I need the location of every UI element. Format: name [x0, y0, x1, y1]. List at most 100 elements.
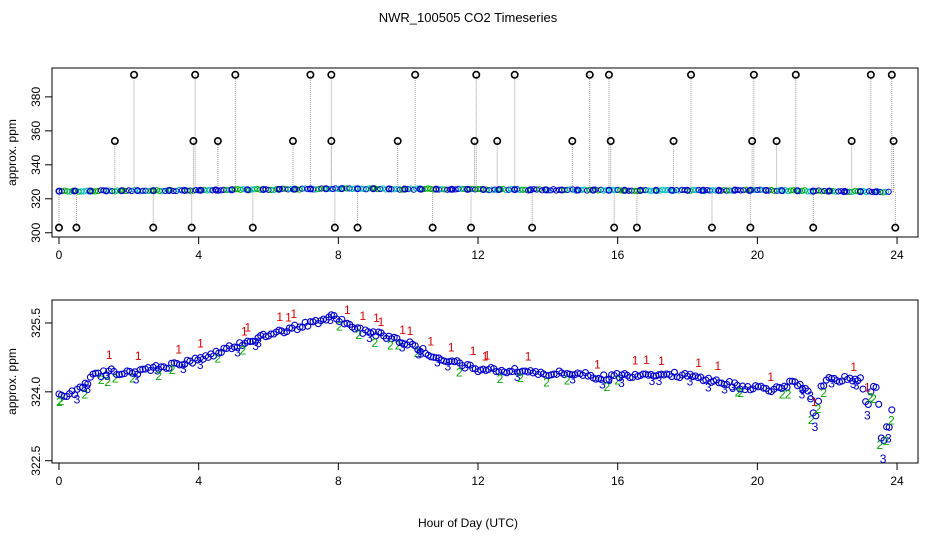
series-label: 3	[327, 313, 334, 327]
series-label: 1	[135, 349, 142, 363]
baseline-point	[131, 186, 138, 194]
y-tick-label: 380	[29, 87, 43, 107]
series-label: 2	[81, 388, 88, 402]
series-label: 3	[569, 373, 576, 387]
data-point	[542, 371, 550, 379]
data-point	[814, 397, 823, 405]
x-tick-label: 24	[890, 474, 904, 488]
baseline-point	[731, 186, 739, 194]
baseline-point	[621, 186, 629, 194]
data-point	[783, 383, 791, 391]
series-label: 1	[715, 359, 722, 373]
baseline-point	[86, 187, 94, 195]
series-label: 2	[543, 375, 550, 389]
series-label: 1	[245, 321, 252, 335]
series-label: 1	[285, 311, 292, 325]
series-label: 1	[344, 303, 351, 317]
x-axis-label: Hour of Day (UTC)	[418, 516, 518, 530]
spike-point	[748, 137, 757, 146]
baseline-point	[240, 186, 247, 193]
data-point	[168, 359, 176, 367]
series-label: 2	[876, 438, 883, 452]
baseline-point	[134, 187, 142, 195]
series-label: 2	[737, 386, 744, 400]
baseline-point	[699, 186, 707, 194]
plot-frame	[51, 67, 919, 238]
y-tick-label: 325.5	[29, 308, 43, 338]
y-tick-label: 300	[29, 222, 43, 242]
y-tick-label: 340	[29, 154, 43, 174]
series-label: 3	[84, 382, 91, 396]
series-label: 3	[705, 380, 712, 394]
series-label: 2	[870, 392, 877, 406]
series-label: 3	[133, 372, 140, 386]
baseline-point	[605, 186, 613, 194]
series-label: 1	[276, 310, 283, 324]
series-label: 2	[604, 380, 611, 394]
series-label: 1	[484, 349, 491, 363]
baseline-point	[715, 186, 723, 194]
data-point	[306, 318, 314, 326]
y-axis-label: approx. ppm	[5, 348, 19, 415]
series-label: 1	[632, 353, 639, 367]
series-label: 1	[482, 349, 489, 363]
series-label: 3	[399, 340, 406, 354]
baseline-point	[102, 187, 110, 195]
data-point	[550, 370, 558, 378]
data-point	[804, 387, 812, 395]
baseline-point	[778, 187, 786, 195]
series-label: 2	[564, 373, 571, 387]
data-point	[859, 385, 867, 393]
spike-point	[411, 70, 420, 79]
series-label: 1	[864, 381, 871, 395]
data-point	[113, 370, 121, 379]
x-tick-label: 0	[56, 474, 63, 488]
baseline-point	[71, 187, 79, 195]
series-label: 3	[366, 331, 373, 345]
series-label: 3	[154, 364, 161, 378]
series-label: 1	[241, 324, 248, 338]
series-label: 1	[525, 350, 532, 364]
series-label: 1	[658, 354, 665, 368]
data-point	[513, 368, 521, 376]
series-label: 3	[104, 369, 111, 383]
baseline-point	[354, 185, 362, 193]
data-point	[880, 436, 888, 445]
baseline-point	[363, 186, 370, 193]
series-label: 1	[850, 360, 857, 374]
baseline-point	[841, 187, 849, 195]
spike-point	[231, 70, 240, 79]
data-point	[443, 358, 451, 366]
baseline-point	[322, 185, 330, 193]
spike-point	[510, 70, 519, 79]
series-label: 2	[155, 369, 162, 383]
series-label: 2	[169, 363, 176, 377]
data-point	[856, 374, 864, 382]
series-label: 2	[883, 434, 890, 448]
data-point	[812, 412, 820, 420]
plot-frame	[51, 299, 919, 464]
data-point	[175, 361, 184, 369]
spike-point	[130, 70, 139, 79]
series-label: 2	[355, 328, 362, 342]
series-label: 3	[81, 381, 88, 395]
series-label: 3	[649, 374, 656, 388]
series-label: 2	[387, 339, 394, 353]
spike-point	[610, 223, 619, 232]
series-label: 1	[767, 370, 774, 384]
series-label: 1	[175, 342, 182, 356]
series-label: 3	[74, 393, 81, 407]
spike-point	[428, 223, 437, 232]
series-label: 3	[418, 346, 425, 360]
series-label: 3	[880, 452, 887, 466]
series-label: 2	[735, 385, 742, 399]
baseline-point	[558, 186, 566, 194]
series-label: 1	[448, 341, 455, 355]
x-tick-label: 8	[335, 248, 342, 262]
data-point	[92, 369, 100, 377]
y-axis-label: approx. ppm	[5, 119, 19, 186]
x-tick-label: 0	[56, 248, 63, 262]
y-tick-label: 320	[29, 188, 43, 208]
spike-point	[353, 223, 362, 232]
baseline-point	[502, 186, 510, 194]
